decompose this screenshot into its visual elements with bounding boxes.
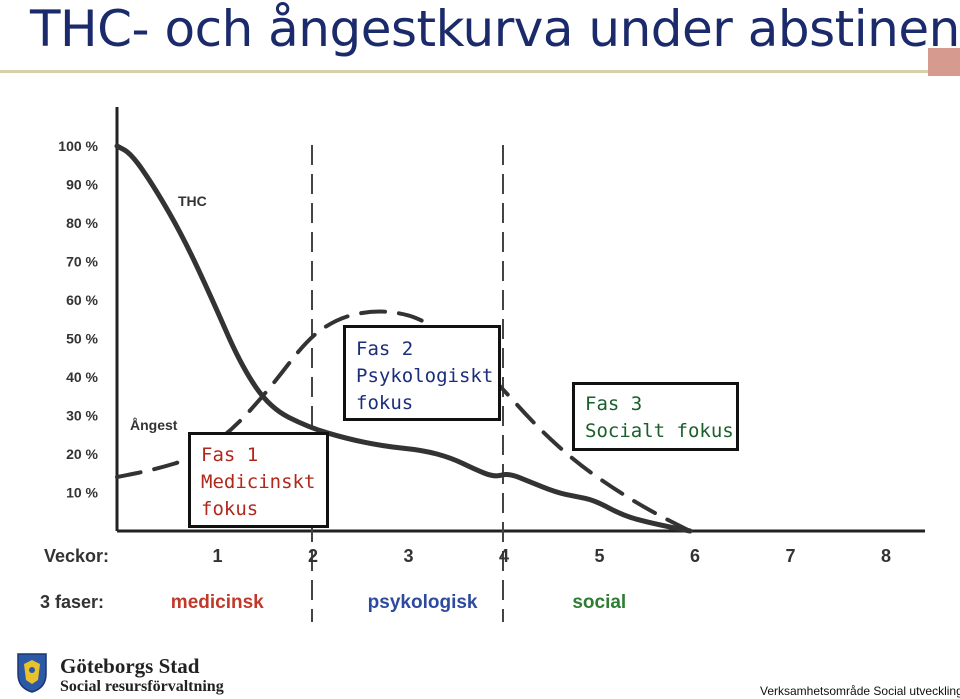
fas2-line-3: fokus — [356, 392, 414, 414]
y-tick-label: 40 % — [66, 369, 98, 385]
x-tick-label: 4 — [499, 546, 509, 566]
corner-accent — [928, 48, 960, 76]
y-tick-label: 20 % — [66, 446, 98, 462]
series-line-thc — [114, 143, 693, 534]
fas3-line-1: Fas 3 — [585, 393, 643, 415]
y-tick-label: 90 % — [66, 177, 98, 193]
goteborg-crest-icon — [17, 653, 47, 693]
x-tick-label: 6 — [690, 546, 700, 566]
x-tick-label: 5 — [594, 546, 604, 566]
x-axis-label: Veckor: — [44, 546, 109, 566]
footer-department: Social resursförvaltning — [60, 678, 224, 695]
y-tick-label: 10 % — [66, 485, 98, 501]
y-tick-label: 100 % — [58, 138, 98, 154]
x-tick-label: 2 — [308, 546, 318, 566]
fas1-line-3: fokus — [201, 498, 259, 520]
y-tick-label: 80 % — [66, 215, 98, 231]
y-tick-label: 70 % — [66, 254, 98, 270]
x-tick-label: 3 — [403, 546, 413, 566]
y-tick-label: 30 % — [66, 408, 98, 424]
x-tick-label: 1 — [212, 546, 222, 566]
series-label-angest: Ångest — [130, 417, 178, 433]
fas3-annotation: Fas 3 Socialt fokus — [572, 382, 739, 451]
fas1-line-2: Medicinskt — [201, 471, 316, 493]
phase-label-psykologisk: psykologisk — [368, 592, 478, 613]
phase-label-social: social — [572, 592, 626, 613]
fas1-annotation: Fas 1 Medicinskt fokus — [188, 432, 329, 528]
fas2-line-1: Fas 2 — [356, 338, 414, 360]
fas1-line-1: Fas 1 — [201, 444, 259, 466]
fas2-line-2: Psykologiskt — [356, 365, 494, 387]
x-tick-label: 8 — [881, 546, 891, 566]
footer-org-name: Göteborgs Stad — [60, 654, 200, 678]
phase-row-label: 3 faser: — [40, 592, 104, 612]
series-label-thc: THC — [178, 193, 207, 209]
title-divider — [0, 70, 928, 73]
phase-label-medicinsk: medicinsk — [171, 592, 264, 613]
slide-title: THC- och ångestkurva under abstinens — [30, 0, 960, 58]
y-tick-label: 50 % — [66, 331, 98, 347]
fas2-annotation: Fas 2 Psykologiskt fokus — [343, 325, 501, 421]
y-tick-label: 60 % — [66, 292, 98, 308]
x-tick-label: 7 — [785, 546, 795, 566]
footer-right-text: Verksamhetsområde Social utveckling — [760, 684, 960, 698]
fas3-line-2: Socialt fokus — [585, 420, 734, 442]
